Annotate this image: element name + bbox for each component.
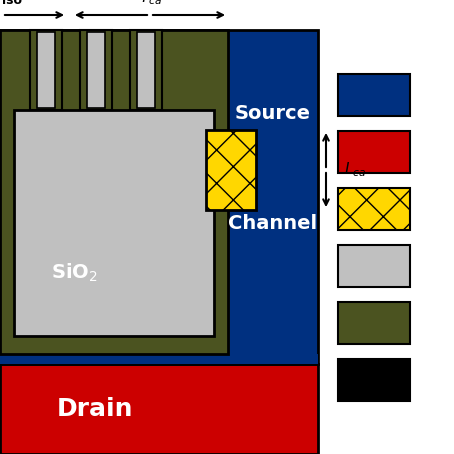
Bar [14,110,214,336]
Bar [80,30,112,110]
Bar [338,188,410,230]
Bar [338,359,410,400]
Bar [30,30,62,110]
Text: $L_{ca}$: $L_{ca}$ [344,161,366,179]
Bar [130,30,162,110]
Text: SiO$_2$: SiO$_2$ [51,262,97,284]
Bar [0,30,318,364]
Bar [87,32,105,108]
Bar [338,74,410,115]
Text: Source: Source [235,104,311,123]
Bar [338,130,410,173]
Bar [137,32,155,108]
Text: iso: iso [2,0,22,7]
Text: Channel: Channel [228,214,317,233]
Bar [0,30,228,354]
Bar [338,245,410,286]
Bar [0,354,318,364]
Text: $T_{ca}$: $T_{ca}$ [138,0,162,7]
Text: Drain: Drain [57,397,133,421]
Bar [206,130,256,210]
Bar [0,364,318,454]
Bar [338,301,410,344]
Bar [37,32,55,108]
